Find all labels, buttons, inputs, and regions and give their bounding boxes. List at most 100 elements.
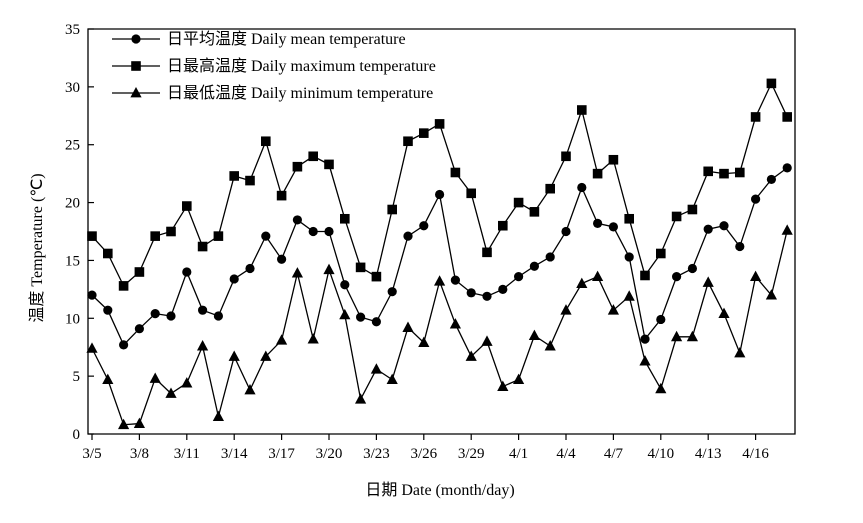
- data-point-triangle: [528, 329, 540, 341]
- data-point-circle: [498, 284, 508, 294]
- data-point-square: [197, 241, 208, 252]
- x-tick-label: 3/23: [363, 446, 390, 462]
- data-point-circle: [308, 226, 318, 237]
- series-square: [87, 78, 792, 291]
- data-point-circle: [514, 272, 524, 282]
- data-point-square: [608, 154, 619, 165]
- data-point-square: [577, 105, 587, 115]
- data-point-circle: [703, 224, 713, 234]
- series-circle: [87, 163, 792, 350]
- data-point-square: [87, 231, 97, 241]
- plot-frame: [87, 28, 796, 435]
- data-point-triangle: [339, 308, 351, 320]
- data-point-circle: [103, 305, 113, 315]
- data-point-triangle: [497, 380, 509, 391]
- series-triangle: [86, 224, 793, 430]
- data-point-square: [213, 231, 224, 241]
- data-point-circle: [387, 287, 397, 297]
- data-point-circle: [766, 174, 777, 185]
- data-point-square: [340, 213, 350, 224]
- data-point-square: [719, 168, 729, 179]
- data-point-triangle: [481, 335, 493, 346]
- data-point-square: [545, 183, 555, 194]
- x-axis-title: 日期 Date (month/day): [365, 481, 514, 499]
- data-point-circle: [529, 261, 540, 271]
- data-point-triangle: [449, 318, 461, 329]
- data-point-square: [656, 248, 666, 259]
- data-point-triangle: [197, 340, 209, 351]
- data-point-circle: [245, 263, 255, 274]
- data-point-square: [498, 220, 508, 231]
- data-point-square: [561, 151, 571, 162]
- data-point-triangle: [212, 410, 224, 422]
- data-point-square: [324, 159, 334, 170]
- legend-item-square: 日最高温度 Daily maximum temperature: [112, 57, 436, 75]
- data-point-circle: [134, 324, 144, 334]
- data-point-square: [245, 175, 255, 186]
- data-point-circle: [482, 291, 492, 301]
- data-point-square: [466, 188, 476, 199]
- data-point-triangle: [323, 263, 335, 275]
- data-point-circle: [119, 340, 129, 350]
- data-point-square: [782, 112, 792, 122]
- data-point-triangle: [402, 321, 414, 332]
- data-point-circle: [198, 305, 208, 315]
- data-point-circle: [640, 334, 650, 344]
- data-point-circle: [150, 309, 160, 319]
- legend-label: 日平均温度 Daily mean temperature: [167, 30, 406, 48]
- x-tick-label: 3/26: [410, 446, 437, 462]
- data-point-square: [150, 231, 160, 241]
- series-line-triangle: [91, 230, 788, 426]
- data-point-square: [434, 119, 445, 129]
- x-tick-label: 4/7: [604, 446, 624, 462]
- data-point-circle: [751, 194, 761, 204]
- data-point-square: [750, 112, 761, 122]
- x-tick-label: 3/17: [268, 446, 295, 462]
- data-point-circle: [687, 263, 698, 274]
- data-point-square: [134, 267, 145, 277]
- y-tick-label: 25: [65, 138, 80, 154]
- y-tick-label: 0: [73, 427, 81, 443]
- y-tick-label: 30: [65, 80, 80, 96]
- x-tick-label: 4/13: [695, 446, 722, 462]
- x-tick-label: 3/5: [82, 446, 101, 462]
- data-point-circle: [371, 317, 381, 327]
- x-tick-label: 4/4: [556, 446, 576, 462]
- data-point-triangle: [734, 347, 746, 358]
- data-point-triangle: [607, 304, 619, 315]
- legend-item-triangle: 日最低温度 Daily minimum temperature: [112, 84, 433, 102]
- legend-label: 日最低温度 Daily minimum temperature: [167, 84, 433, 102]
- data-point-triangle: [418, 336, 430, 347]
- legend-marker-circle: [131, 34, 141, 44]
- y-axis-title: 温度 Temperature (℃): [28, 173, 46, 322]
- data-point-triangle: [765, 289, 777, 300]
- legend-marker-square: [131, 61, 141, 71]
- data-point-square: [592, 168, 603, 179]
- data-point-square: [766, 78, 777, 89]
- data-point-circle: [419, 221, 429, 231]
- y-tick-label: 15: [65, 253, 80, 269]
- data-point-triangle: [544, 340, 556, 351]
- legend-marker-triangle: [130, 87, 142, 98]
- data-point-triangle: [781, 224, 793, 235]
- data-point-triangle: [86, 342, 98, 353]
- x-tick-label: 4/16: [742, 446, 769, 462]
- series-line-square: [91, 81, 788, 287]
- x-tick-label: 4/10: [647, 446, 674, 462]
- series-layer: [86, 78, 793, 430]
- legend-item-circle: 日平均温度 Daily mean temperature: [112, 30, 406, 48]
- data-point-triangle: [702, 276, 714, 287]
- data-point-triangle: [639, 355, 651, 366]
- data-point-square: [687, 204, 698, 215]
- data-point-circle: [466, 288, 476, 298]
- data-point-circle: [608, 222, 619, 232]
- data-point-square: [166, 226, 176, 237]
- data-point-triangle: [165, 387, 177, 398]
- x-tick-label: 3/11: [174, 446, 200, 462]
- x-tick-label: 3/29: [458, 446, 485, 462]
- data-point-circle: [656, 314, 666, 325]
- data-point-triangle: [355, 393, 367, 404]
- data-point-triangle: [686, 330, 698, 342]
- data-point-circle: [624, 252, 634, 262]
